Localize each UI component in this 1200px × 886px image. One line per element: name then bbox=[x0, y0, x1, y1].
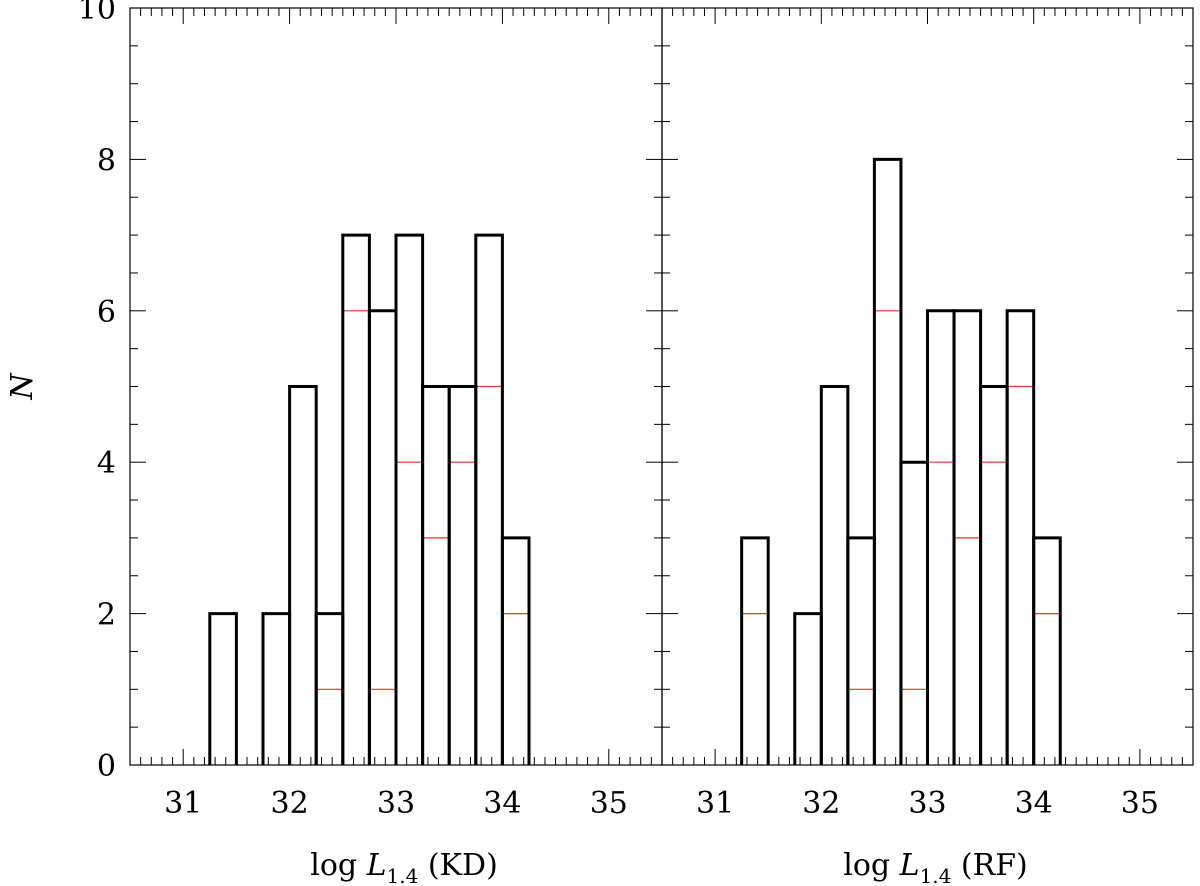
histogram-bar bbox=[448, 461, 477, 765]
histogram-bar bbox=[979, 385, 1009, 765]
histogram-bar bbox=[475, 385, 503, 765]
histogram-bar bbox=[395, 461, 424, 765]
series-black bbox=[740, 157, 1062, 765]
x-tick-label: 35 bbox=[1121, 786, 1159, 821]
histogram-bar bbox=[500, 536, 531, 765]
panel-right: 31 32 33 34 35 log L1.4 (RF) bbox=[661, 7, 1194, 886]
x-tick-label: 35 bbox=[590, 786, 628, 821]
histogram-bar bbox=[368, 688, 397, 765]
x-tick-label: 33 bbox=[377, 786, 415, 821]
y-tick-label: 4 bbox=[97, 446, 116, 481]
y-tick-label: 6 bbox=[97, 295, 116, 330]
histogram-bar bbox=[447, 385, 478, 765]
y-tick-label: 0 bbox=[97, 749, 116, 784]
y-tick-label: 10 bbox=[78, 0, 116, 27]
x-tick-label: 32 bbox=[802, 786, 840, 821]
histogram-bar bbox=[926, 309, 956, 765]
histogram-bar bbox=[1032, 536, 1062, 765]
histogram-bar bbox=[341, 233, 371, 765]
histogram-bar bbox=[953, 537, 982, 765]
histogram-bar bbox=[394, 233, 425, 765]
histogram-bar bbox=[872, 157, 903, 765]
histogram-bar bbox=[926, 461, 955, 765]
x-axis-title: log L1.4 (KD) bbox=[310, 848, 498, 886]
x-axis-title: log L1.4 (RF) bbox=[843, 848, 1028, 886]
histogram-bar bbox=[1005, 309, 1036, 765]
x-tick-label: 34 bbox=[483, 786, 521, 821]
y-tick-label: 8 bbox=[97, 143, 116, 178]
histogram-bar bbox=[501, 613, 530, 765]
x-tick-label: 31 bbox=[164, 786, 202, 821]
x-tick-label: 33 bbox=[908, 786, 946, 821]
histogram-bar bbox=[740, 536, 770, 765]
histogram-bar bbox=[422, 537, 450, 765]
y-axis-title: N bbox=[5, 372, 40, 401]
histogram-bar bbox=[1033, 613, 1061, 765]
histogram-bar bbox=[873, 310, 902, 765]
histogram-bar bbox=[367, 309, 398, 765]
histogram-bar bbox=[846, 536, 876, 765]
x-tick-label: 34 bbox=[1015, 786, 1053, 821]
x-tick-label: 31 bbox=[696, 786, 734, 821]
histogram-bar bbox=[819, 385, 850, 765]
histogram-bar bbox=[342, 310, 370, 765]
histogram-bar bbox=[474, 233, 504, 765]
histogram-bar bbox=[900, 688, 929, 765]
series-black bbox=[208, 233, 531, 765]
histogram-bar bbox=[261, 612, 292, 765]
histogram-bar bbox=[288, 385, 318, 765]
histogram-bar bbox=[899, 460, 929, 765]
histogram-bar bbox=[847, 688, 875, 765]
histogram-bar bbox=[793, 612, 823, 765]
histogram-bar bbox=[315, 688, 344, 765]
histogram-bar bbox=[1006, 385, 1035, 765]
x-tick-label: 32 bbox=[271, 786, 309, 821]
histogram-bar bbox=[208, 612, 238, 765]
panel-left: 31 32 33 34 35 0 2 4 6 8 10 log L1.4 (KD) N bbox=[5, 0, 663, 886]
histogram-bar bbox=[980, 461, 1008, 765]
histogram-bar bbox=[421, 385, 451, 765]
histogram-bar bbox=[741, 613, 769, 765]
y-tick-label: 2 bbox=[97, 598, 116, 633]
